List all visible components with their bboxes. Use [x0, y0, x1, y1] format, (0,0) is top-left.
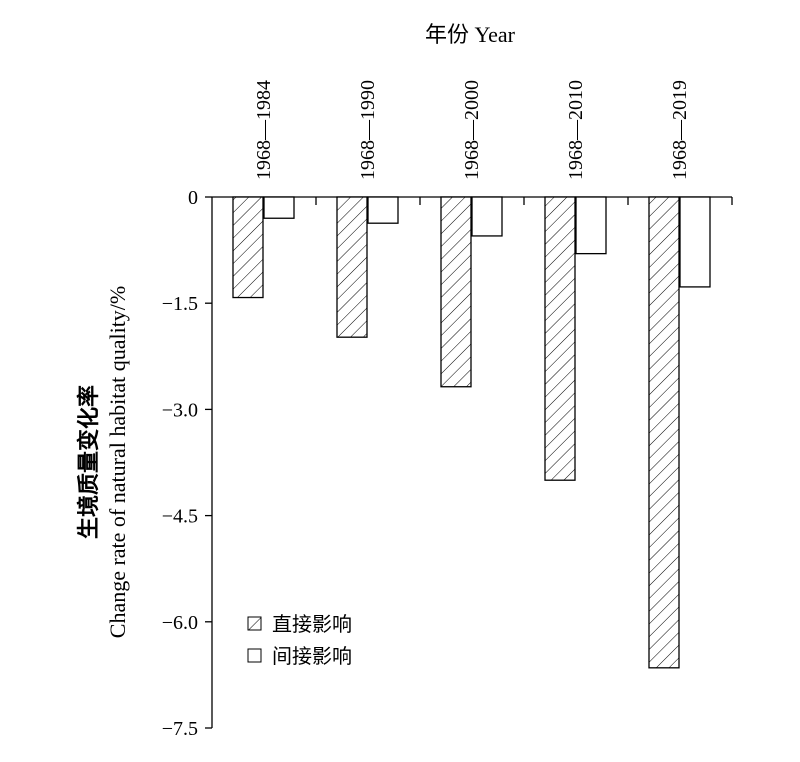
- category-label: 1968—2010: [565, 80, 587, 180]
- x-axis-title: 年份 Year: [425, 22, 516, 47]
- bar-indirect: [367, 196, 399, 224]
- legend-label-indirect: 间接影响: [272, 645, 352, 668]
- category-label: 1968—1984: [253, 80, 275, 180]
- y-tick-label: −7.5: [162, 718, 198, 740]
- y-tick-label: −1.5: [162, 293, 198, 315]
- bar-indirect: [263, 196, 295, 219]
- bar-direct: [648, 196, 680, 669]
- legend-swatch-indirect: [247, 648, 262, 663]
- y-tick-label: −3.0: [162, 399, 198, 421]
- y-tick-label: 0: [188, 187, 198, 209]
- bar-direct: [440, 196, 472, 388]
- category-label: 1968—1990: [357, 80, 379, 180]
- bar-indirect: [575, 196, 607, 255]
- y-tick-label: −4.5: [162, 506, 198, 528]
- bar-indirect: [679, 196, 711, 288]
- bar-direct: [544, 196, 576, 481]
- bar-direct: [232, 196, 264, 299]
- bar-indirect: [471, 196, 503, 237]
- legend-label-direct: 直接影响: [272, 613, 352, 636]
- legend: 直接影响 间接影响: [247, 613, 352, 668]
- category-label: 1968—2000: [461, 80, 483, 180]
- bar-direct: [336, 196, 368, 338]
- legend-swatch-direct: [247, 616, 262, 631]
- y-tick-label: −6.0: [162, 612, 198, 634]
- category-label: 1968—2019: [669, 80, 691, 180]
- y-axis-title-cn: 生境质量变化率: [76, 385, 101, 539]
- y-axis-title-en: Change rate of natural habitat quality/%: [105, 286, 130, 638]
